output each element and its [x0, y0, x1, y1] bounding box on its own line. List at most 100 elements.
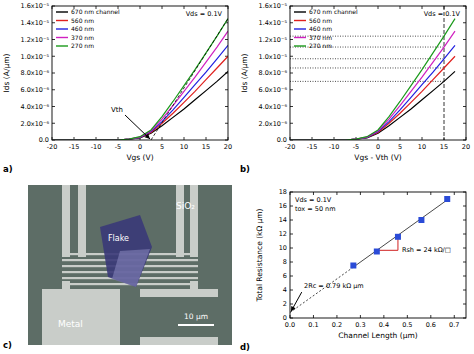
y-tick-label: 6.0x10⁻⁶ — [259, 86, 288, 94]
point — [350, 263, 356, 269]
legend-swatch — [56, 20, 68, 21]
x-axis-label: Vgs (V) — [126, 153, 153, 162]
fit-line — [353, 200, 447, 267]
figure: -20-15-10-5051015200.02.0x10⁻⁶4.0x10⁻⁶6.… — [0, 0, 474, 354]
metal-lead — [190, 185, 198, 257]
y-tick-label: 1.4x10⁻⁵ — [21, 19, 50, 27]
x-tick — [336, 315, 337, 318]
y-tick-label: 0 — [283, 314, 287, 322]
panel-label: b) — [240, 164, 250, 174]
y-tick — [290, 276, 293, 277]
y-tick — [290, 234, 293, 235]
extrapolation-line — [151, 12, 228, 140]
annotation: 2Rc = 0.79 kΩ µm — [304, 282, 364, 290]
series-line — [290, 31, 455, 140]
y-tick-label: 4 — [283, 286, 287, 294]
annotation-arrow — [125, 115, 150, 139]
metal-lead — [78, 185, 86, 257]
x-tick — [360, 315, 361, 318]
x-tick-label: -5 — [353, 143, 359, 151]
y-tick-right — [463, 304, 466, 305]
series-line — [290, 19, 455, 140]
y-tick — [290, 22, 293, 23]
legend-swatch — [56, 45, 68, 46]
legend-swatch — [56, 28, 68, 29]
legend-swatch — [56, 11, 68, 12]
frame — [290, 192, 466, 318]
y-tick — [290, 56, 293, 57]
y-tick-label: 10 — [279, 244, 287, 252]
x-axis-label: Channel Length (µm) — [338, 331, 417, 340]
x-tick-label: 0 — [376, 143, 380, 151]
y-tick-label: 2.0x10⁻⁶ — [259, 120, 288, 128]
y-tick-label: 4.0x10⁻⁶ — [21, 103, 50, 111]
legend-label: 370 nm — [71, 34, 94, 41]
y-tick-label: 1.2x10⁻⁵ — [21, 36, 50, 44]
metal-pad — [140, 289, 218, 345]
title: Vds = 0.1V — [424, 10, 461, 18]
point — [374, 249, 380, 255]
x-axis-label: Vgs - Vth (V) — [354, 153, 402, 162]
y-tick-label: 8 — [283, 258, 287, 266]
plot-area — [52, 12, 228, 140]
substrate — [28, 185, 232, 345]
flake-thin — [112, 249, 150, 287]
x-tick-label: 15 — [202, 143, 210, 151]
plot-area — [290, 6, 455, 140]
y-tick-label: 1.6x10⁻⁵ — [21, 2, 50, 10]
metal-lead — [176, 185, 184, 257]
legend-swatch — [294, 11, 306, 12]
x-tick-label: 15 — [440, 143, 448, 151]
frame — [290, 6, 466, 140]
panel-scatter: 0.00.10.20.30.40.50.60.7024681012141618V… — [240, 188, 466, 352]
y-tick-label: 2.0x10⁻⁶ — [21, 120, 50, 128]
y-tick-right — [463, 22, 466, 23]
y-tick-right — [463, 123, 466, 124]
y-tick-right — [463, 106, 466, 107]
slope-triangle — [377, 235, 398, 250]
x-tick-label: 5 — [160, 143, 164, 151]
y-tick-right — [463, 290, 466, 291]
legend-label: 270 nm — [71, 42, 94, 49]
flake-label: Flake — [108, 234, 129, 243]
x-tick-label: -15 — [69, 143, 80, 151]
legend-label: 370 nm — [309, 34, 332, 41]
y-tick-label: 18 — [279, 188, 287, 196]
panel-label: c) — [3, 340, 12, 350]
y-tick-label: 6 — [283, 272, 287, 280]
x-tick — [430, 315, 431, 318]
x-tick — [407, 315, 408, 318]
series-line — [52, 31, 228, 140]
y-tick-label: 8.0x10⁻⁶ — [259, 69, 288, 77]
scale-bar-label: 10 µm — [184, 312, 208, 321]
x-tick-label: 10 — [418, 143, 426, 151]
y-tick — [290, 304, 293, 305]
panel-label: a) — [3, 164, 13, 174]
y-tick-right — [463, 206, 466, 207]
title: Vds = 0.1V — [295, 196, 332, 204]
title: Vds = 0.1V — [186, 10, 223, 18]
y-tick-label: 1.0x10⁻⁵ — [259, 53, 288, 61]
x-tick-label: 0.4 — [379, 321, 389, 329]
annotation: Rsh = 24 kΩ/□ — [402, 246, 451, 254]
y-tick-label: 0.0 — [39, 136, 49, 144]
annotation-arrow-head — [145, 134, 150, 139]
y-axis-label: Ids (A/µm) — [240, 54, 249, 93]
y-axis-label: Total Resistance (kΩ µm) — [255, 208, 264, 302]
level-line — [290, 81, 444, 82]
y-tick-label: 2 — [283, 300, 287, 308]
y-tick — [290, 220, 293, 221]
legend-label: 270 nm — [309, 42, 332, 49]
metal-lead — [62, 281, 70, 291]
y-tick-label: 12 — [279, 230, 287, 238]
legend: 670 nm channel560 nm460 nm370 nm270 nm — [294, 8, 358, 49]
x-tick-label: -10 — [91, 143, 102, 151]
x-tick — [383, 315, 384, 318]
y-tick-right — [463, 73, 466, 74]
annotation: Vth — [111, 106, 123, 114]
series-line — [290, 45, 455, 140]
frame — [52, 6, 228, 140]
x-tick-label: 10 — [180, 143, 188, 151]
y-tick — [290, 106, 293, 107]
metal-label: Metal — [58, 319, 83, 329]
